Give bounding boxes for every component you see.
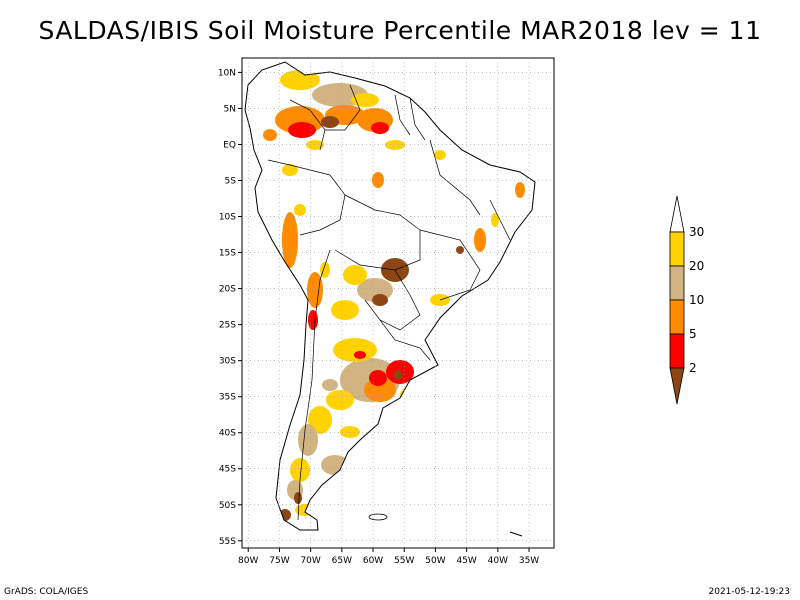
- legend-label: 20: [689, 259, 704, 273]
- map-frame: [241, 57, 555, 549]
- footer-timestamp: 2021-05-12-19:23: [708, 587, 791, 597]
- latitude-labels: 10N 5N EQ 5S 10S 15S 20S 25S 30S 35S 40S 45S 50S 55S: [218, 68, 236, 546]
- legend-label: 5: [689, 327, 697, 341]
- grid-lines: [238, 58, 554, 552]
- longitude-labels: 80W 75W 70W 65W 60W 55W 50W 45W 40W 35W: [238, 556, 539, 566]
- lon-tick-label: 70W: [300, 556, 320, 566]
- lon-tick-label: 60W: [363, 556, 383, 566]
- legend-label: 10: [689, 293, 704, 307]
- lon-tick-label: 45W: [456, 556, 476, 566]
- lat-tick-label: 50S: [219, 501, 236, 511]
- lat-tick-label: 15S: [219, 249, 236, 259]
- map-title: SALDAS/IBIS Soil Moisture Percentile MAR…: [38, 16, 762, 45]
- lat-tick-label: EQ: [223, 140, 236, 150]
- legend-swatch: [669, 333, 685, 369]
- lat-tick-label: 5S: [225, 177, 237, 187]
- legend-swatch: [669, 195, 685, 233]
- lon-tick-label: 75W: [269, 556, 289, 566]
- legend-swatch: [669, 299, 685, 335]
- lat-tick-label: 25S: [219, 321, 236, 331]
- lat-tick-label: 35S: [219, 393, 236, 403]
- lat-tick-label: 10N: [218, 68, 236, 78]
- lon-tick-label: 50W: [425, 556, 445, 566]
- legend-label: 30: [689, 225, 704, 239]
- lat-tick-label: 5N: [224, 104, 236, 114]
- country-borders: [267, 84, 511, 521]
- lon-tick-label: 80W: [238, 556, 258, 566]
- legend-swatch: [669, 367, 685, 405]
- legend-label: 2: [689, 361, 697, 375]
- legend-swatch: [669, 265, 685, 301]
- lon-tick-label: 35W: [519, 556, 539, 566]
- lat-tick-label: 45S: [219, 465, 236, 475]
- legend-swatch: [669, 231, 685, 267]
- lon-tick-label: 40W: [488, 556, 508, 566]
- color-legend: 30 20 10 5 2: [669, 195, 704, 405]
- lon-tick-label: 55W: [394, 556, 414, 566]
- lat-tick-label: 30S: [219, 357, 236, 367]
- lat-tick-label: 40S: [219, 429, 236, 439]
- lat-tick-label: 20S: [219, 285, 236, 295]
- lat-tick-label: 55S: [219, 537, 236, 547]
- lat-tick-label: 10S: [219, 213, 236, 223]
- footer-credit: GrADS: COLA/IGES: [4, 587, 89, 597]
- lon-tick-label: 65W: [332, 556, 352, 566]
